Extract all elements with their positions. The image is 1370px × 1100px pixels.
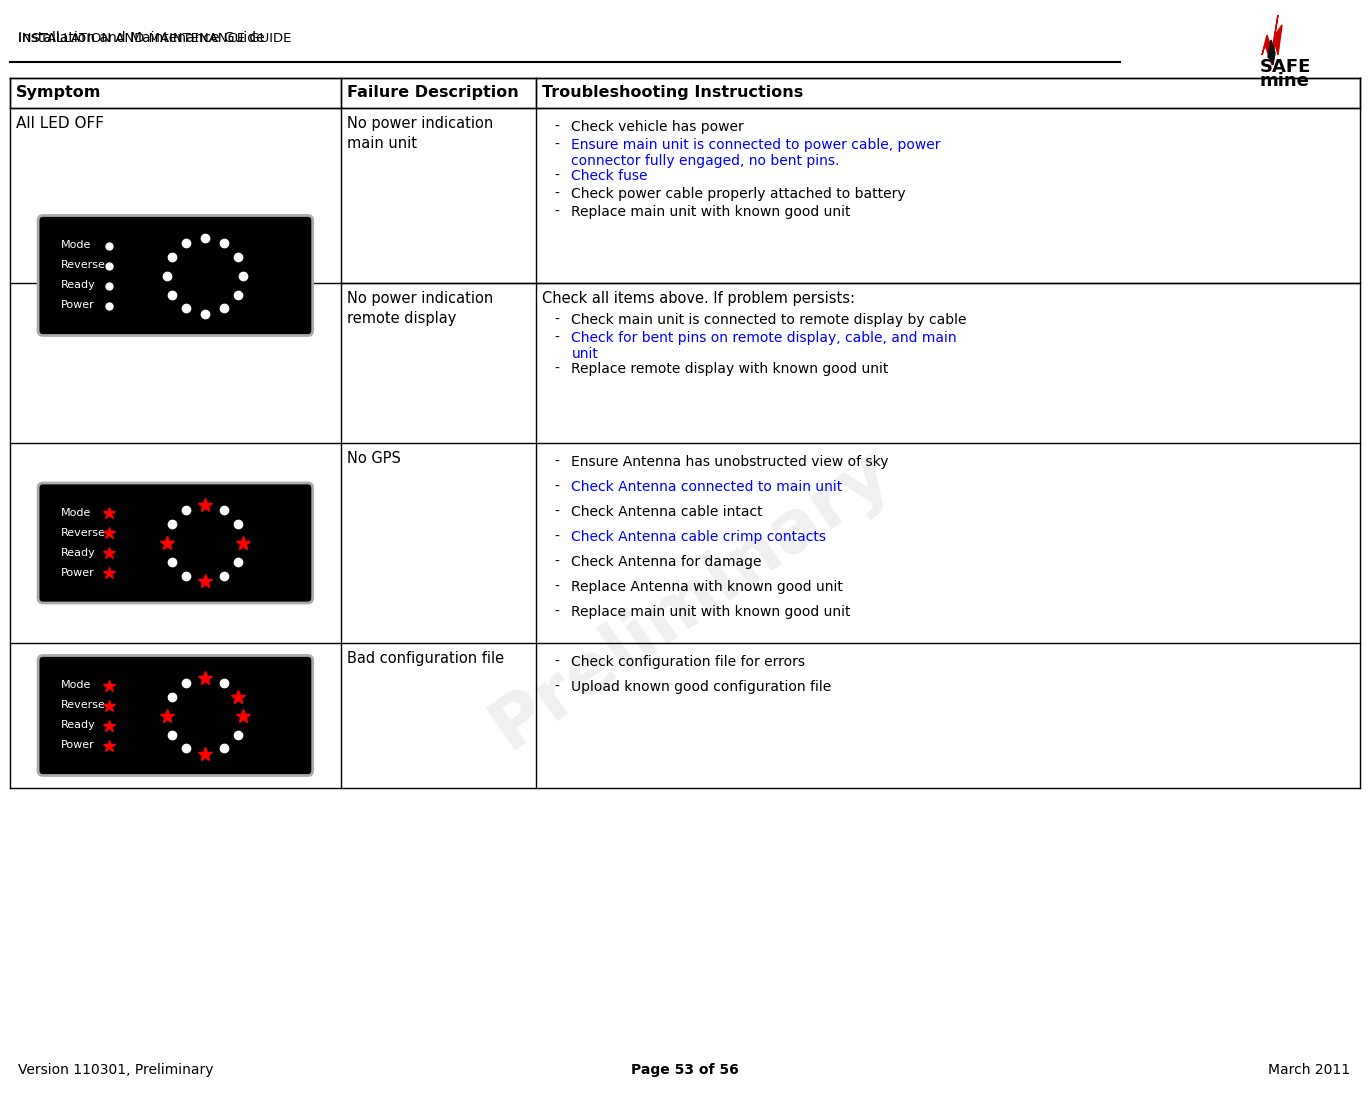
Text: Failure Description: Failure Description <box>347 86 518 100</box>
Text: Ensure Antenna has unobstructed view of sky: Ensure Antenna has unobstructed view of … <box>571 455 889 469</box>
Text: Reverse: Reverse <box>62 261 105 271</box>
Text: Mode: Mode <box>62 241 92 251</box>
Text: Ensure main unit is connected to power cable, power
connector fully engaged, no : Ensure main unit is connected to power c… <box>571 138 941 168</box>
Text: -: - <box>555 605 559 619</box>
Text: Upload known good configuration file: Upload known good configuration file <box>571 680 832 694</box>
Text: Check for bent pins on remote display, cable, and main
unit: Check for bent pins on remote display, c… <box>571 331 958 361</box>
Text: -: - <box>555 654 559 669</box>
Text: Power: Power <box>62 740 95 750</box>
Text: Bad configuration file: Bad configuration file <box>347 651 504 666</box>
Text: Version 110301, Preliminary: Version 110301, Preliminary <box>18 1063 214 1077</box>
Text: Check vehicle has power: Check vehicle has power <box>571 120 744 134</box>
Text: Replace Antenna with known good unit: Replace Antenna with known good unit <box>571 580 844 594</box>
Text: All LED OFF: All LED OFF <box>16 116 104 131</box>
Text: Installation and Maintenance Guide: Installation and Maintenance Guide <box>18 31 264 45</box>
Text: -: - <box>555 169 559 183</box>
Text: -: - <box>555 530 559 544</box>
Text: -: - <box>555 205 559 219</box>
Polygon shape <box>1269 40 1275 65</box>
FancyBboxPatch shape <box>38 216 312 336</box>
FancyBboxPatch shape <box>38 483 312 603</box>
Text: Page 53 of 56: Page 53 of 56 <box>632 1063 738 1077</box>
Text: Reverse: Reverse <box>62 701 105 711</box>
Text: Check fuse: Check fuse <box>571 169 648 183</box>
Text: Ready: Ready <box>62 548 96 558</box>
Text: -: - <box>555 580 559 594</box>
Text: Ensure main unit is connected to power cable, power
connector fully engaged, no : Ensure main unit is connected to power c… <box>571 138 941 168</box>
Text: Check Antenna for damage: Check Antenna for damage <box>571 556 762 569</box>
Text: -: - <box>555 362 559 376</box>
Text: mine: mine <box>1260 72 1310 90</box>
Text: -: - <box>555 505 559 519</box>
Text: Reverse: Reverse <box>62 528 105 538</box>
Text: -: - <box>555 120 559 134</box>
Text: -: - <box>555 314 559 327</box>
FancyBboxPatch shape <box>38 656 312 776</box>
Text: SAFE: SAFE <box>1260 58 1311 76</box>
Text: Power: Power <box>62 568 95 578</box>
Text: Check Antenna connected to main unit: Check Antenna connected to main unit <box>571 480 843 494</box>
Text: No power indication
main unit: No power indication main unit <box>347 116 493 151</box>
Text: March 2011: March 2011 <box>1267 1063 1349 1077</box>
Text: -: - <box>555 187 559 201</box>
Text: -: - <box>555 138 559 152</box>
Text: -: - <box>555 331 559 345</box>
Text: Check fuse: Check fuse <box>571 169 648 183</box>
Text: Check main unit is connected to remote display by cable: Check main unit is connected to remote d… <box>571 314 967 327</box>
Text: -: - <box>555 480 559 494</box>
Text: Troubleshooting Instructions: Troubleshooting Instructions <box>543 86 804 100</box>
Text: Ready: Ready <box>62 280 96 290</box>
Text: Replace main unit with known good unit: Replace main unit with known good unit <box>571 205 851 219</box>
Text: -: - <box>555 455 559 469</box>
Text: Ready: Ready <box>62 720 96 730</box>
Text: Replace main unit with known good unit: Replace main unit with known good unit <box>571 605 851 619</box>
Text: Check all items above. If problem persists:: Check all items above. If problem persis… <box>543 292 855 306</box>
Text: Check power cable properly attached to battery: Check power cable properly attached to b… <box>571 187 906 201</box>
Text: Replace remote display with known good unit: Replace remote display with known good u… <box>571 362 889 376</box>
Text: Check Antenna cable intact: Check Antenna cable intact <box>571 505 763 519</box>
Text: Mode: Mode <box>62 681 92 691</box>
Text: Preliminary: Preliminary <box>478 437 903 763</box>
Text: Power: Power <box>62 300 95 310</box>
Text: I: I <box>18 31 23 45</box>
Text: INSTALLATION AND MAINTENANCE GUIDE: INSTALLATION AND MAINTENANCE GUIDE <box>18 32 292 44</box>
Text: No power indication
remote display: No power indication remote display <box>347 292 493 326</box>
Text: Symptom: Symptom <box>16 86 101 100</box>
Text: -: - <box>555 680 559 694</box>
Text: Check configuration file for errors: Check configuration file for errors <box>571 654 806 669</box>
Text: -: - <box>555 556 559 569</box>
Text: Check Antenna cable crimp contacts: Check Antenna cable crimp contacts <box>571 530 826 544</box>
Text: Mode: Mode <box>62 508 92 518</box>
Text: No GPS: No GPS <box>347 451 400 466</box>
Polygon shape <box>1262 15 1282 65</box>
